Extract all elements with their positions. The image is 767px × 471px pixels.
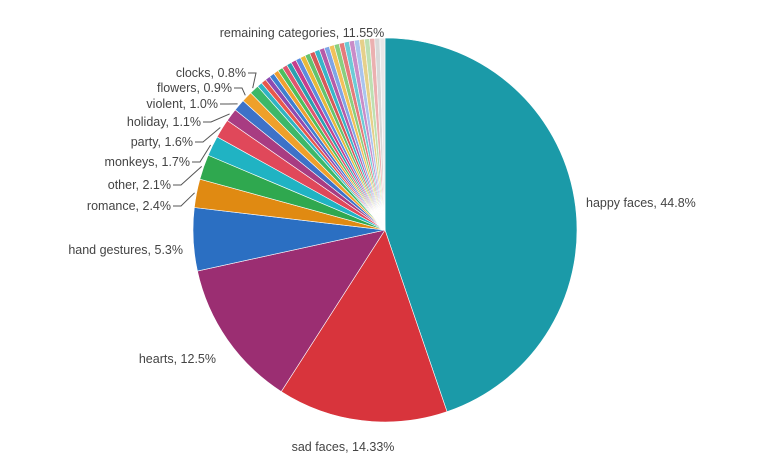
label-holiday: holiday, 1.1% <box>127 115 201 129</box>
leader-line <box>173 166 203 186</box>
leader-line <box>234 87 246 96</box>
label-monkeys: monkeys, 1.7% <box>105 155 190 169</box>
slice-hearts <box>197 229 386 392</box>
leader-line <box>192 144 212 163</box>
leader-lines <box>173 72 257 207</box>
label-hand-gestures: hand gestures, 5.3% <box>68 243 183 257</box>
leader-line <box>248 72 257 89</box>
label-flowers: flowers, 0.9% <box>157 81 232 95</box>
slice-labels: happy faces, 44.8% sad faces, 14.33% hea… <box>68 26 695 454</box>
label-party: party, 1.6% <box>131 135 193 149</box>
label-remaining-categories: remaining categories, 11.55% <box>220 26 384 40</box>
label-violent: violent, 1.0% <box>146 97 218 111</box>
label-other: other, 2.1% <box>108 178 171 192</box>
leader-line <box>203 113 230 123</box>
label-hearts: hearts, 12.5% <box>139 352 216 366</box>
label-clocks: clocks, 0.8% <box>176 66 246 80</box>
label-romance: romance, 2.4% <box>87 199 171 213</box>
slice-remaining-band <box>379 37 386 231</box>
label-happy-faces: happy faces, 44.8% <box>586 196 696 210</box>
slice-happy-faces <box>384 37 578 413</box>
slice-sad-faces <box>280 229 448 423</box>
leader-line <box>173 192 195 207</box>
pie-slices <box>192 37 578 423</box>
label-sad-faces: sad faces, 14.33% <box>292 440 395 454</box>
leader-line <box>195 127 221 143</box>
